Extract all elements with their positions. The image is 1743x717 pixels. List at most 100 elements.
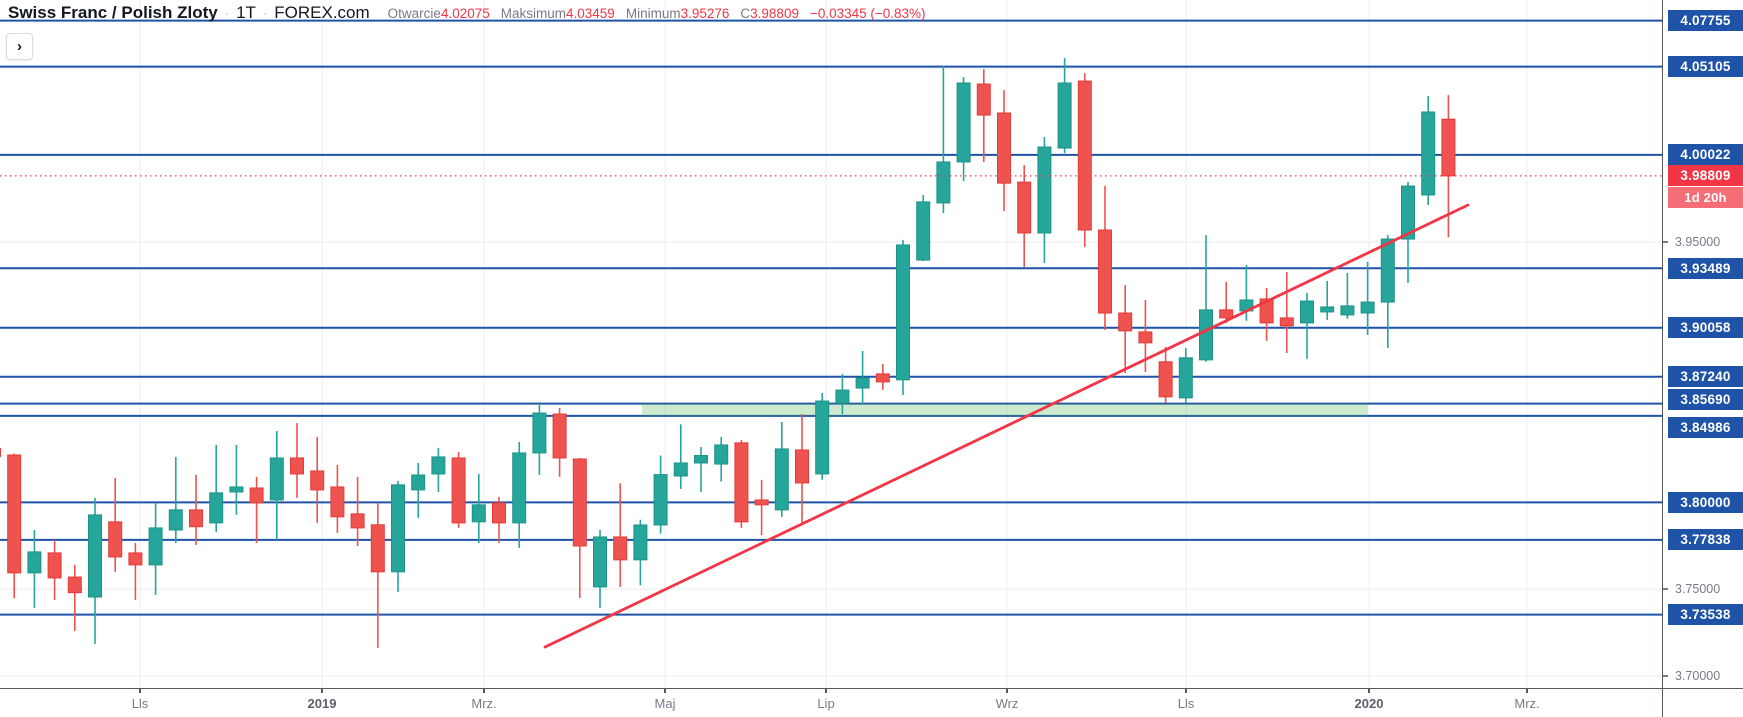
candle-down: [1017, 181, 1032, 234]
exchange-label: FOREX.com: [274, 3, 370, 22]
candle-down: [572, 458, 587, 547]
candle-up: [1340, 305, 1355, 316]
price-scale[interactable]: 3.95000 3.75000 3.70000 4.07755 4.05105 4.000…: [1662, 0, 1743, 688]
candle-up: [471, 504, 486, 523]
close-label: C: [740, 6, 751, 21]
price-level-badge: 3.93489: [1668, 257, 1743, 279]
price-level-badge: 4.05105: [1668, 56, 1743, 78]
price-tick-label: 3.75000: [1675, 582, 1721, 597]
candle-down: [128, 552, 143, 566]
time-label: Mrz.: [471, 696, 497, 711]
candle-up: [1380, 238, 1395, 303]
candle-up: [1057, 82, 1072, 149]
time-label: 2020: [1354, 696, 1384, 711]
candle-down: [47, 552, 62, 579]
candle-down: [1158, 361, 1173, 398]
candle-up: [633, 524, 648, 561]
high-label: Maksimum: [500, 6, 567, 21]
candle-down: [370, 524, 385, 573]
low-value: 3.95276: [680, 6, 730, 21]
price-level-badge: 3.90058: [1668, 317, 1743, 339]
time-tick: [1368, 689, 1370, 693]
interval-label[interactable]: 1T: [236, 3, 256, 22]
candle-up: [1037, 146, 1052, 234]
candle-down: [7, 454, 22, 574]
separator-dot: ·: [262, 6, 268, 21]
candle-up: [1199, 309, 1213, 361]
price-level-badge: 3.80000: [1668, 491, 1743, 513]
time-tick: [825, 689, 827, 693]
candle-up: [411, 474, 426, 491]
current-price-badge: 3.98809: [1668, 165, 1743, 187]
price-level-badge: 4.00022: [1668, 144, 1743, 166]
candle-down: [67, 576, 82, 594]
price-level-badge: 3.87240: [1668, 366, 1743, 388]
candle-up: [209, 492, 224, 524]
trend-line: [543, 203, 1470, 649]
candle-down: [734, 442, 749, 523]
candle-down: [613, 536, 628, 561]
candle-up: [936, 161, 951, 204]
price-level-badge: 3.84986: [1668, 417, 1743, 439]
candle-down: [875, 373, 890, 383]
candle-down: [1118, 312, 1133, 332]
candle-down: [492, 502, 506, 524]
candle-up: [88, 514, 102, 598]
candle-up: [431, 456, 446, 475]
chart-pane[interactable]: Swiss Franc / Polish Zloty · 1T · FOREX.…: [0, 0, 1662, 688]
candle-down: [1279, 317, 1294, 327]
price-tick-label: 3.70000: [1675, 669, 1721, 683]
candle-up: [653, 474, 668, 526]
time-label: 2019: [307, 696, 337, 711]
price-level-badge: 3.73538: [1668, 604, 1743, 626]
open-value: 4.02075: [440, 6, 490, 21]
ohlc-legend: Otwarcie 4.02075 Maksimum 4.03459 Minimum 3…: [388, 6, 926, 21]
time-label: Lls: [1177, 696, 1195, 711]
candle-down: [754, 499, 769, 506]
chart-header: Swiss Franc / Polish Zloty · 1T · FOREX.…: [8, 3, 926, 23]
change-value: −0.03345 (−0.83%): [809, 6, 926, 21]
candle-up: [229, 486, 244, 493]
candle-down: [1441, 118, 1456, 177]
candle-down: [330, 486, 345, 518]
open-label: Otwarcie: [387, 6, 441, 21]
price-tick-label: 3.95000: [1675, 235, 1721, 249]
candle-up: [1320, 306, 1335, 313]
candle-down: [1098, 229, 1112, 314]
symbol-title[interactable]: Swiss Franc / Polish Zloty: [8, 3, 218, 22]
candle-down: [451, 457, 466, 524]
candle-up: [673, 462, 688, 477]
time-tick: [1185, 689, 1187, 693]
candle-up: [148, 527, 163, 566]
candle-down: [189, 509, 203, 528]
price-level-badge: 3.77838: [1668, 529, 1743, 551]
price-tick: [1663, 588, 1668, 590]
candle-up: [815, 400, 830, 475]
candle-down: [249, 487, 264, 504]
price-tick: [1663, 241, 1668, 243]
candle-up: [512, 452, 527, 524]
candle-up: [956, 82, 971, 163]
object-tree-collapse-button[interactable]: ›: [6, 33, 33, 60]
candle-up: [1401, 185, 1415, 240]
candle-up: [27, 551, 42, 574]
candlestick-chart[interactable]: [0, 0, 1662, 688]
chevron-right-icon: ›: [17, 38, 22, 55]
price-level-badge: 3.85690: [1668, 389, 1743, 411]
candle-up: [593, 536, 607, 588]
candle-down: [108, 521, 123, 558]
time-tick: [321, 689, 323, 693]
candle-down: [1219, 309, 1234, 319]
candle-down: [0, 448, 1, 457]
bar-countdown-badge: 1d 20h: [1668, 186, 1743, 208]
time-tick: [1526, 689, 1528, 693]
time-tick: [1006, 689, 1008, 693]
candle-up: [896, 244, 910, 381]
candle-down: [997, 112, 1011, 184]
candle-up: [694, 455, 708, 464]
time-tick: [139, 689, 141, 693]
candle-up: [1300, 300, 1314, 324]
close-value: 3.98809: [750, 6, 799, 21]
